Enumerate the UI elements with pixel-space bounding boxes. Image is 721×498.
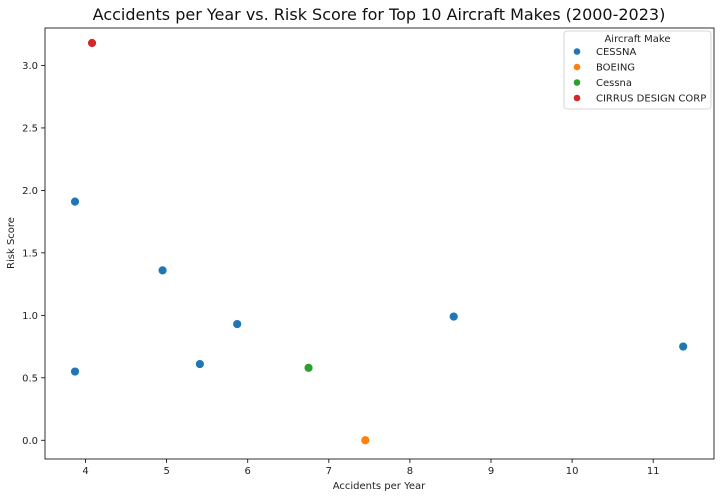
- data-point-cessna: [232, 319, 243, 329]
- x-tick-label: 6: [245, 466, 251, 477]
- legend-marker-boeing: [573, 63, 581, 71]
- x-tick-label: 9: [488, 466, 494, 477]
- chart-title: Accidents per Year vs. Risk Score for To…: [93, 5, 666, 24]
- x-tick-label: 8: [407, 466, 413, 477]
- y-tick-label: 1.5: [22, 248, 38, 259]
- y-tick-label: 3.0: [22, 61, 38, 72]
- data-point-cessna: [678, 341, 689, 352]
- y-tick-label: 2.5: [22, 123, 38, 134]
- legend-label-cirrus-design-corp: CIRRUS DESIGN CORP: [596, 94, 706, 105]
- legend: Aircraft Make CESSNA BOEING Cessna CIRRUS DE…: [563, 30, 712, 110]
- legend-label-boeing: BOEING: [596, 63, 635, 74]
- data-point-cirrus-design-corp: [87, 38, 97, 48]
- data-point-cessna: [157, 265, 168, 276]
- legend-marker-cessna: [573, 79, 581, 86]
- data-point-cessna: [303, 362, 314, 373]
- y-tick-label: 1.0: [22, 311, 38, 322]
- legend-marker-cessna: [573, 48, 581, 55]
- x-axis-label: Accidents per Year: [333, 481, 426, 492]
- data-point-cessna: [194, 359, 205, 369]
- legend-label-cessna: Cessna: [596, 78, 632, 89]
- x-tick-label: 5: [163, 466, 169, 477]
- plot-area: 4 5 6 7 8 9 10 11 0.0 0.5 1.0 1.5 2.0 2.5 3.0: [22, 27, 715, 477]
- plot-frame: [44, 27, 715, 460]
- legend-title: Aircraft Make: [604, 34, 670, 45]
- data-point-boeing: [360, 435, 371, 446]
- legend-box: [563, 30, 712, 110]
- data-point-cessna: [448, 311, 459, 322]
- y-tick-label: 0.0: [22, 436, 38, 447]
- x-tick-label: 7: [326, 466, 332, 477]
- y-tick-label: 0.5: [22, 373, 38, 384]
- legend-marker-cirrus-design-corp: [573, 94, 581, 102]
- data-point-cessna: [70, 366, 80, 377]
- x-tick-label: 10: [566, 466, 579, 477]
- y-axis-label: Risk Score: [6, 217, 17, 269]
- data-point-cessna: [70, 196, 80, 207]
- legend-label-cessna: CESSNA: [596, 47, 636, 58]
- y-tick-label: 2.0: [22, 186, 38, 197]
- x-tick-label: 4: [82, 466, 88, 477]
- x-tick-label: 11: [647, 466, 660, 477]
